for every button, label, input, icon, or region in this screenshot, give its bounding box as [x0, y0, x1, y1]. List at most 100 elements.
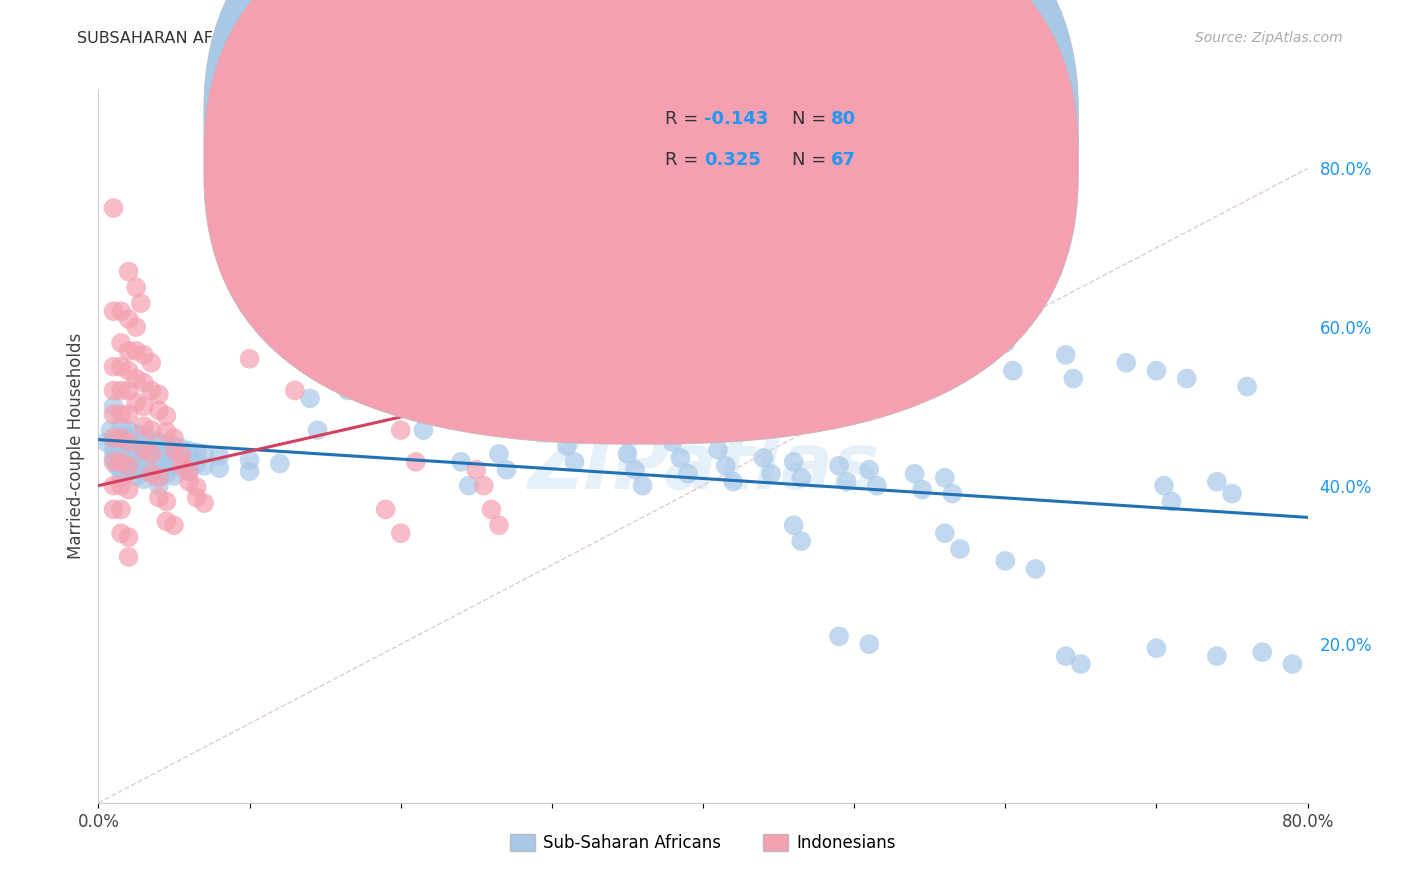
Sub-Saharan Africans [1024, 562, 1046, 576]
Sub-Saharan Africans [114, 457, 136, 471]
Sub-Saharan Africans [208, 450, 231, 464]
Indonesians [118, 384, 141, 398]
Indonesians [141, 423, 163, 437]
Sub-Saharan Africans [1160, 494, 1182, 508]
Sub-Saharan Africans [125, 437, 148, 451]
Sub-Saharan Africans [495, 463, 517, 477]
Sub-Saharan Africans [412, 423, 434, 437]
Sub-Saharan Africans [110, 447, 132, 461]
Indonesians [132, 376, 155, 390]
Text: ZIPatlas: ZIPatlas [527, 429, 879, 506]
Sub-Saharan Africans [125, 461, 148, 475]
Indonesians [389, 423, 412, 437]
Sub-Saharan Africans [110, 463, 132, 477]
Sub-Saharan Africans [110, 439, 132, 453]
Indonesians [103, 502, 125, 516]
Sub-Saharan Africans [208, 461, 231, 475]
Indonesians [284, 384, 307, 398]
Sub-Saharan Africans [105, 458, 128, 473]
Sub-Saharan Africans [269, 457, 291, 471]
Sub-Saharan Africans [828, 629, 851, 643]
Sub-Saharan Africans [105, 450, 128, 465]
Sub-Saharan Africans [1175, 371, 1198, 385]
Indonesians [103, 407, 125, 421]
Indonesians [481, 502, 503, 516]
Sub-Saharan Africans [125, 427, 148, 442]
Indonesians [374, 502, 396, 516]
Indonesians [148, 471, 170, 485]
Sub-Saharan Africans [148, 444, 170, 458]
Sub-Saharan Africans [114, 441, 136, 455]
Sub-Saharan Africans [555, 439, 578, 453]
Text: SUBSAHARAN AFRICAN VS INDONESIAN MARRIED-COUPLE HOUSEHOLDS CORRELATION CHART: SUBSAHARAN AFRICAN VS INDONESIAN MARRIED… [77, 31, 842, 46]
Sub-Saharan Africans [141, 450, 163, 465]
Indonesians [110, 431, 132, 445]
Sub-Saharan Africans [163, 458, 186, 473]
Indonesians [389, 526, 412, 541]
Indonesians [118, 264, 141, 278]
Text: 80: 80 [831, 110, 856, 128]
Text: 67: 67 [831, 151, 856, 169]
Indonesians [129, 296, 152, 310]
Sub-Saharan Africans [193, 447, 215, 461]
Indonesians [186, 491, 208, 505]
Sub-Saharan Africans [148, 435, 170, 450]
Sub-Saharan Africans [450, 455, 472, 469]
Indonesians [103, 455, 125, 469]
Sub-Saharan Africans [132, 439, 155, 453]
Sub-Saharan Africans [105, 442, 128, 457]
Sub-Saharan Africans [858, 637, 880, 651]
Sub-Saharan Africans [1054, 649, 1077, 664]
Sub-Saharan Africans [132, 457, 155, 471]
Indonesians [405, 455, 427, 469]
Text: Source: ZipAtlas.com: Source: ZipAtlas.com [1195, 31, 1343, 45]
Indonesians [163, 431, 186, 445]
Sub-Saharan Africans [110, 471, 132, 485]
Indonesians [472, 478, 495, 492]
Indonesians [132, 400, 155, 414]
Sub-Saharan Africans [707, 442, 730, 457]
Sub-Saharan Africans [790, 471, 813, 485]
Indonesians [155, 425, 177, 439]
Sub-Saharan Africans [114, 431, 136, 445]
Sub-Saharan Africans [239, 464, 262, 478]
Sub-Saharan Africans [170, 451, 193, 466]
Sub-Saharan Africans [125, 445, 148, 459]
Sub-Saharan Africans [723, 475, 745, 489]
Indonesians [193, 496, 215, 510]
Sub-Saharan Africans [307, 423, 329, 437]
Indonesians [488, 518, 510, 533]
Indonesians [118, 549, 141, 564]
Sub-Saharan Africans [155, 437, 177, 451]
Sub-Saharan Africans [193, 458, 215, 473]
Sub-Saharan Africans [564, 455, 586, 469]
Sub-Saharan Africans [239, 453, 262, 467]
Sub-Saharan Africans [994, 335, 1017, 350]
Indonesians [110, 455, 132, 469]
Indonesians [110, 384, 132, 398]
Sub-Saharan Africans [148, 461, 170, 475]
Sub-Saharan Africans [352, 293, 374, 307]
Indonesians [118, 364, 141, 378]
Indonesians [125, 320, 148, 334]
Indonesians [132, 348, 155, 362]
Sub-Saharan Africans [1144, 641, 1167, 656]
Indonesians [163, 442, 186, 457]
Indonesians [110, 335, 132, 350]
Text: -0.143: -0.143 [704, 110, 769, 128]
Text: 0.325: 0.325 [704, 151, 761, 169]
Sub-Saharan Africans [148, 453, 170, 467]
Text: N =: N = [792, 110, 831, 128]
Sub-Saharan Africans [103, 435, 125, 450]
Sub-Saharan Africans [714, 458, 737, 473]
Sub-Saharan Africans [103, 450, 125, 465]
Indonesians [110, 407, 132, 421]
Indonesians [465, 463, 488, 477]
Sub-Saharan Africans [132, 472, 155, 486]
Indonesians [132, 419, 155, 434]
Sub-Saharan Africans [329, 343, 352, 358]
Sub-Saharan Africans [488, 447, 510, 461]
Indonesians [125, 280, 148, 294]
Indonesians [186, 480, 208, 494]
Sub-Saharan Africans [1001, 364, 1024, 378]
